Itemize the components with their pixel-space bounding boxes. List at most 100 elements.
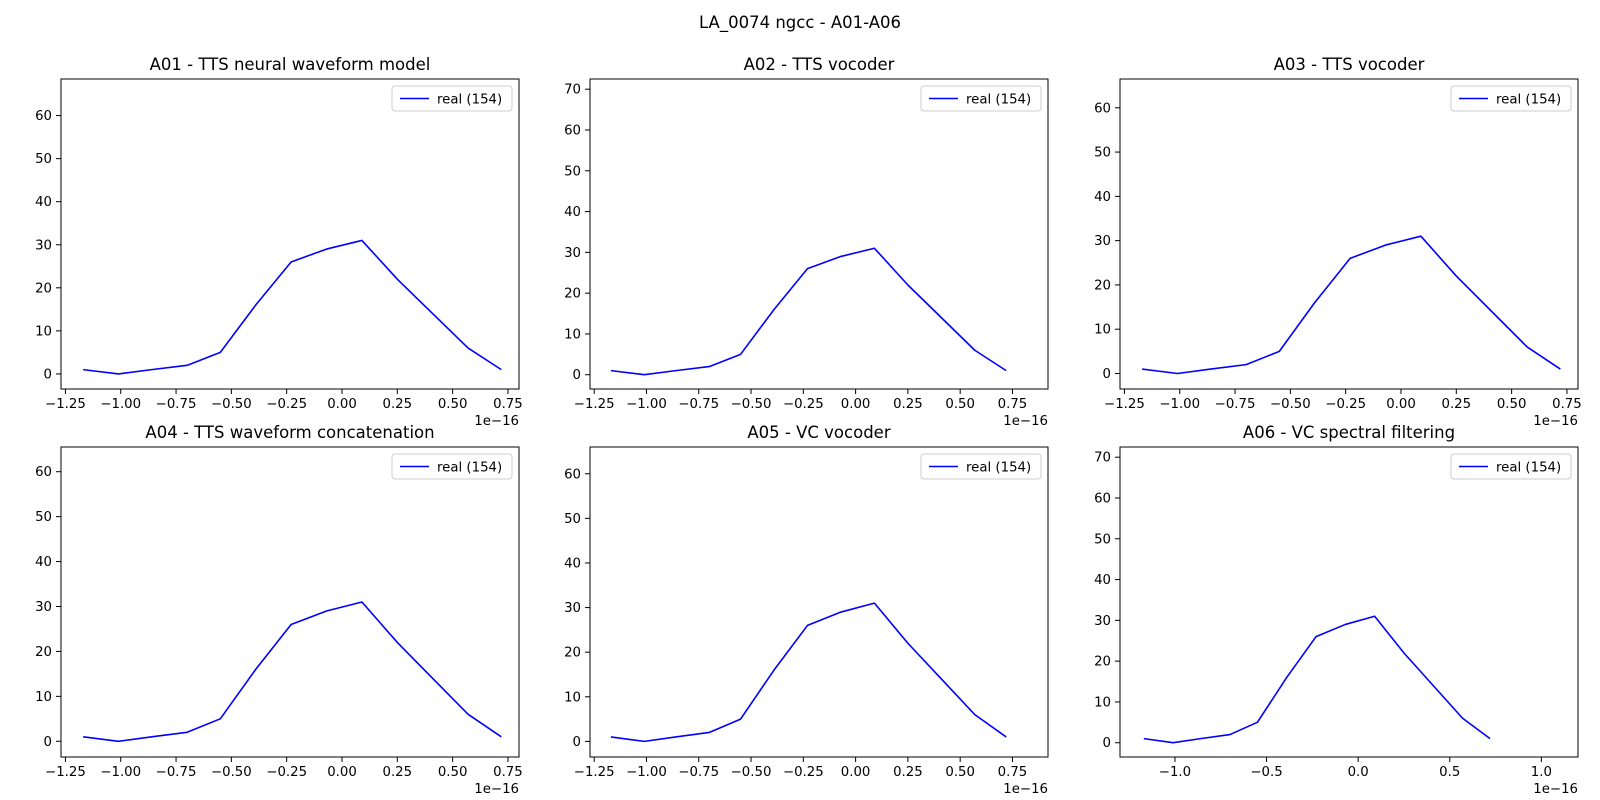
y-tick-label: 0: [44, 735, 52, 750]
legend: real (154): [391, 85, 513, 112]
y-tick-label: 30: [1094, 614, 1111, 629]
y-tick-label: 50: [35, 510, 52, 525]
y-tick-label: 40: [35, 555, 52, 570]
y-tick-label: 40: [1094, 190, 1111, 205]
y-tick-label: 20: [1094, 655, 1111, 670]
legend-label: real (154): [1496, 92, 1561, 107]
subplot-title: A03 - TTS vocoder: [1274, 55, 1425, 74]
x-tick-label: −0.50: [211, 397, 252, 412]
series-line: [1143, 615, 1491, 744]
y-tick-label: 10: [35, 324, 52, 339]
legend-box: [391, 85, 513, 112]
legend-box: [391, 453, 513, 480]
y-tick-label: 60: [35, 109, 52, 124]
axes-frame: [60, 78, 520, 390]
x-tick-label: −1.25: [45, 765, 86, 780]
y-tick-label: 60: [564, 123, 581, 138]
y-tick-label: 50: [1094, 532, 1111, 547]
y-tick-label: 60: [1094, 491, 1111, 506]
y-tick-label: 20: [564, 287, 581, 302]
x-tick-label: −1.00: [1159, 397, 1200, 412]
legend-box: [920, 85, 1042, 112]
y-tick-label: 50: [564, 164, 581, 179]
x-tick-label: −0.50: [731, 397, 772, 412]
x-offset-label: 1e−16: [1533, 782, 1578, 797]
x-tick-label: 0.25: [383, 397, 413, 412]
legend: real (154): [1450, 85, 1572, 112]
subplot-1: A01 - TTS neural waveform model −1.25 −1.0…: [35, 55, 523, 429]
y-tick-label: 30: [35, 600, 52, 615]
y-tick-label: 0: [1103, 367, 1111, 382]
x-offset-label: 1e−16: [474, 782, 519, 797]
y-tick-label: 10: [564, 327, 581, 342]
x-tick-label: 0.25: [1442, 397, 1472, 412]
y-tick-label: 60: [1094, 101, 1111, 116]
x-tick-label: −1.00: [100, 397, 141, 412]
y-tick-label: 10: [1094, 695, 1111, 710]
x-tick-label: −0.75: [678, 397, 719, 412]
y-tick-label: 10: [1094, 323, 1111, 338]
x-tick-label: −0.50: [211, 765, 252, 780]
y-tick-label: 40: [564, 205, 581, 220]
x-tick-label: 0.50: [438, 397, 468, 412]
y-tick-label: 0: [573, 735, 581, 750]
subplot-3: A03 - TTS vocoder −1.25 −1.00 −0.75 −0.50 −0.…: [1094, 55, 1582, 429]
legend-label: real (154): [437, 460, 502, 475]
legend-label: real (154): [1496, 460, 1561, 475]
series-line: [610, 247, 1007, 376]
x-tick-label: 0.75: [998, 765, 1028, 780]
legend: real (154): [920, 453, 1042, 480]
x-tick-label: 0.50: [438, 765, 468, 780]
x-tick-label: 0.25: [383, 765, 413, 780]
x-tick-label: 0.00: [327, 397, 357, 412]
x-tick-label: 0.50: [945, 765, 975, 780]
x-tick-label: −0.75: [156, 765, 197, 780]
x-tick-label: −0.25: [783, 765, 824, 780]
x-tick-label: −1.0: [1159, 765, 1191, 780]
subplot-title: A01 - TTS neural waveform model: [150, 55, 431, 74]
x-tick-label: 0.75: [493, 397, 523, 412]
series-line: [83, 601, 502, 743]
y-tick-label: 70: [564, 83, 581, 98]
x-tick-label: 0.0: [1348, 765, 1369, 780]
x-offset-label: 1e−16: [1003, 782, 1048, 797]
legend-label: real (154): [437, 92, 502, 107]
x-tick-label: 0.75: [493, 765, 523, 780]
y-tick-label: 20: [564, 646, 581, 661]
y-tick-label: 0: [44, 367, 52, 382]
axes-frame: [589, 446, 1049, 758]
y-tick-label: 0: [1103, 736, 1111, 751]
x-tick-label: −0.25: [266, 765, 307, 780]
legend: real (154): [1450, 453, 1572, 480]
x-tick-label: −1.25: [574, 397, 615, 412]
subplot-title: A04 - TTS waveform concatenation: [145, 423, 434, 442]
axes-frame: [589, 78, 1049, 390]
series-line: [610, 602, 1007, 743]
x-tick-label: 0.00: [1386, 397, 1416, 412]
y-tick-label: 50: [564, 512, 581, 527]
x-tick-label: −1.00: [100, 765, 141, 780]
x-tick-label: −1.00: [626, 765, 667, 780]
x-tick-label: −1.25: [45, 397, 86, 412]
legend: real (154): [391, 453, 513, 480]
x-tick-label: −0.50: [731, 765, 772, 780]
y-tick-label: 10: [564, 690, 581, 705]
legend-box: [1450, 85, 1572, 112]
legend-box: [1450, 453, 1572, 480]
x-tick-label: 1.0: [1531, 765, 1552, 780]
subplot-5: A05 - VC vocoder −1.25 −1.00 −0.75 −0.50 −0.2…: [564, 423, 1049, 797]
y-tick-label: 30: [35, 238, 52, 253]
series-line: [1142, 235, 1561, 375]
x-tick-label: 0.5: [1439, 765, 1460, 780]
legend: real (154): [920, 85, 1042, 112]
x-tick-label: 0.50: [1497, 397, 1527, 412]
x-tick-label: 0.00: [841, 765, 871, 780]
legend-label: real (154): [966, 460, 1031, 475]
subplot-6: A06 - VC spectral filtering −1.0 −0.5 0.0 0.…: [1094, 423, 1579, 797]
y-tick-label: 30: [564, 601, 581, 616]
x-tick-label: −0.75: [1215, 397, 1256, 412]
x-tick-label: 0.25: [893, 397, 923, 412]
y-tick-label: 60: [35, 465, 52, 480]
x-tick-label: 0.75: [1552, 397, 1582, 412]
